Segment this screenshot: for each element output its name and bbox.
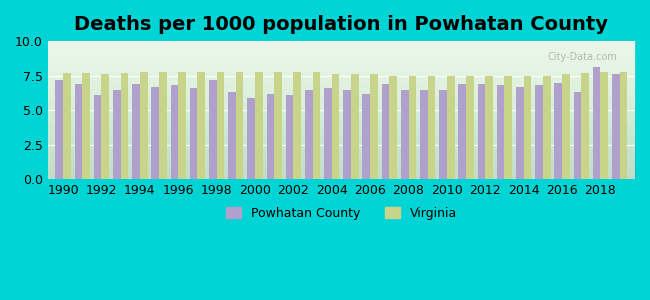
Bar xyxy=(313,72,320,179)
Text: City-Data.com: City-Data.com xyxy=(548,52,617,62)
Bar xyxy=(351,74,359,179)
Bar xyxy=(447,76,454,179)
Bar xyxy=(343,89,351,179)
Bar xyxy=(121,73,128,179)
Bar xyxy=(305,89,313,179)
Bar xyxy=(151,87,159,179)
Bar xyxy=(458,84,466,179)
Bar xyxy=(75,84,83,179)
Bar xyxy=(113,89,121,179)
Bar xyxy=(466,76,474,179)
Bar xyxy=(83,73,90,179)
Bar xyxy=(370,74,378,179)
Bar xyxy=(55,80,63,179)
Bar xyxy=(286,95,293,179)
Bar xyxy=(236,72,244,179)
Bar xyxy=(524,76,531,179)
Bar xyxy=(198,72,205,179)
Bar xyxy=(190,88,198,179)
Bar xyxy=(132,84,140,179)
Bar xyxy=(486,76,493,179)
Bar xyxy=(562,74,570,179)
Bar xyxy=(409,76,416,179)
Bar xyxy=(159,72,166,179)
Bar xyxy=(543,76,551,179)
Bar xyxy=(248,98,255,179)
Bar xyxy=(573,92,581,179)
Bar xyxy=(94,95,101,179)
Bar xyxy=(324,88,332,179)
Bar xyxy=(497,85,504,179)
Bar xyxy=(266,94,274,179)
Bar xyxy=(209,80,216,179)
Bar xyxy=(516,87,524,179)
Bar xyxy=(439,89,447,179)
Title: Deaths per 1000 population in Powhatan County: Deaths per 1000 population in Powhatan C… xyxy=(74,15,608,34)
Bar xyxy=(382,84,389,179)
Bar xyxy=(363,94,370,179)
Bar xyxy=(420,89,428,179)
Bar xyxy=(535,85,543,179)
Legend: Powhatan County, Virginia: Powhatan County, Virginia xyxy=(219,200,463,226)
Bar xyxy=(554,82,562,179)
Bar xyxy=(478,84,486,179)
Bar xyxy=(216,72,224,179)
Bar xyxy=(401,89,409,179)
Bar xyxy=(101,74,109,179)
Bar xyxy=(504,76,512,179)
Bar xyxy=(389,76,397,179)
Bar xyxy=(332,74,339,179)
Bar xyxy=(593,68,601,179)
Bar xyxy=(255,72,263,179)
Bar xyxy=(612,74,619,179)
Bar xyxy=(293,72,301,179)
Bar xyxy=(140,72,148,179)
Bar xyxy=(581,73,589,179)
Bar xyxy=(274,72,282,179)
Bar xyxy=(228,92,236,179)
Bar xyxy=(63,73,71,179)
Bar xyxy=(619,72,627,179)
Bar xyxy=(178,72,186,179)
Bar xyxy=(601,72,608,179)
Bar xyxy=(170,85,178,179)
Bar xyxy=(428,76,436,179)
